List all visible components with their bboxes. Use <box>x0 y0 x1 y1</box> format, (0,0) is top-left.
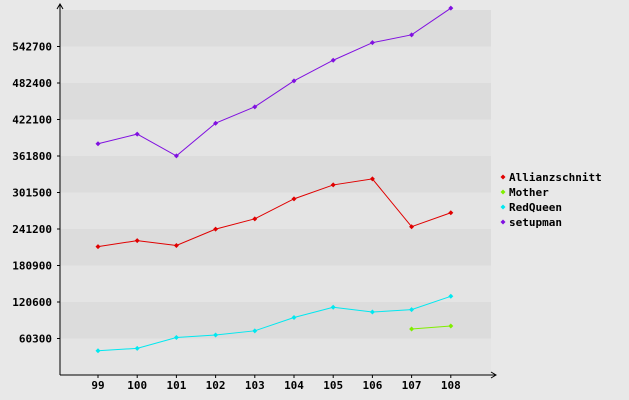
series-line <box>411 325 451 330</box>
y-tick-label: 482400 <box>12 77 52 90</box>
grid-band <box>60 10 491 47</box>
data-point <box>213 120 219 126</box>
data-point <box>369 40 375 46</box>
y-tick-label: 361800 <box>12 150 52 163</box>
legend-label: setupman <box>509 216 562 229</box>
data-point <box>213 226 219 232</box>
data-point <box>291 196 297 202</box>
grid-bands <box>60 10 491 375</box>
data-point <box>291 314 297 320</box>
grid-band <box>60 302 491 339</box>
grid-band <box>60 156 491 193</box>
y-tick-label: 180900 <box>12 260 52 273</box>
x-tick-label: 102 <box>206 379 226 392</box>
data-point <box>409 224 415 230</box>
legend-marker <box>500 174 506 180</box>
data-point <box>173 153 179 159</box>
grid-band <box>60 265 491 302</box>
data-point <box>95 141 101 147</box>
data-point <box>173 242 179 248</box>
y-tick-label: 301500 <box>12 187 52 200</box>
data-point <box>409 307 415 313</box>
y-tick-label: 60300 <box>19 333 52 346</box>
data-point <box>448 323 454 329</box>
data-point <box>448 293 454 299</box>
legend-item: Allianzschnitt <box>500 171 602 184</box>
x-tick-label: 106 <box>362 379 382 392</box>
y-tick-label: 422100 <box>12 114 52 127</box>
data-point <box>369 176 375 182</box>
data-point <box>330 57 336 63</box>
legend: Allianzschnitt Mother RedQueen setupman <box>500 171 602 229</box>
y-tick-label: 542700 <box>12 41 52 54</box>
x-tick-label: 104 <box>284 379 304 392</box>
data-point <box>369 309 375 315</box>
x-tick-label: 99 <box>91 379 104 392</box>
data-point <box>252 328 258 334</box>
legend-marker <box>500 219 506 225</box>
data-point <box>173 334 179 340</box>
series-line <box>97 295 451 352</box>
y-axis-ticks: 60300 120600 180900 241200 301500 361800 42210… <box>12 41 60 346</box>
legend-item: Mother <box>500 186 549 199</box>
data-point <box>409 326 415 332</box>
grid-band <box>60 192 491 229</box>
data-point <box>252 216 258 222</box>
x-axis-arrow <box>490 371 497 379</box>
axes <box>56 3 497 379</box>
y-tick-label: 120600 <box>12 296 52 309</box>
series-allianzschnitt <box>95 176 454 250</box>
legend-marker <box>500 204 506 210</box>
data-point <box>330 182 336 188</box>
data-point <box>252 104 258 110</box>
series-setupman <box>95 5 454 159</box>
series-line <box>97 7 452 157</box>
data-point <box>134 238 140 244</box>
y-tick-label: 241200 <box>12 223 52 236</box>
x-tick-label: 105 <box>323 379 343 392</box>
x-tick-label: 103 <box>245 379 265 392</box>
grid-band <box>60 83 491 120</box>
data-point <box>95 244 101 250</box>
grid-band <box>60 338 491 375</box>
data-point <box>409 32 415 38</box>
data-point <box>134 345 140 351</box>
grid-band <box>60 119 491 156</box>
x-tick-label: 108 <box>441 379 461 392</box>
series-line <box>97 178 451 248</box>
grid-band <box>60 46 491 83</box>
x-axis-ticks: 99 100 101 102 103 104 105 106 107 108 <box>91 375 461 392</box>
data-point <box>448 5 454 11</box>
data-point <box>134 131 140 137</box>
data-point <box>330 304 336 310</box>
legend-label: Allianzschnitt <box>509 171 602 184</box>
data-point <box>291 78 297 84</box>
x-tick-label: 101 <box>166 379 186 392</box>
series-redqueen <box>95 293 454 354</box>
series-mother <box>409 323 454 332</box>
x-tick-label: 107 <box>402 379 422 392</box>
data-point <box>448 210 454 216</box>
legend-marker <box>500 189 506 195</box>
legend-label: Mother <box>509 186 549 199</box>
grid-band <box>60 229 491 266</box>
x-tick-label: 100 <box>127 379 147 392</box>
legend-label: RedQueen <box>509 201 562 214</box>
legend-item: RedQueen <box>500 201 562 214</box>
y-axis-arrow <box>56 3 64 10</box>
legend-item: setupman <box>500 216 562 229</box>
series-lines <box>95 5 454 354</box>
data-point <box>213 332 219 338</box>
data-point <box>95 348 101 354</box>
